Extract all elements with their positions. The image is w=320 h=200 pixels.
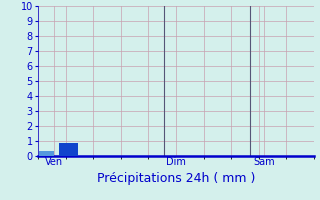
Bar bbox=[59, 143, 78, 156]
Bar bbox=[39, 151, 54, 156]
X-axis label: Précipitations 24h ( mm ): Précipitations 24h ( mm ) bbox=[97, 172, 255, 185]
